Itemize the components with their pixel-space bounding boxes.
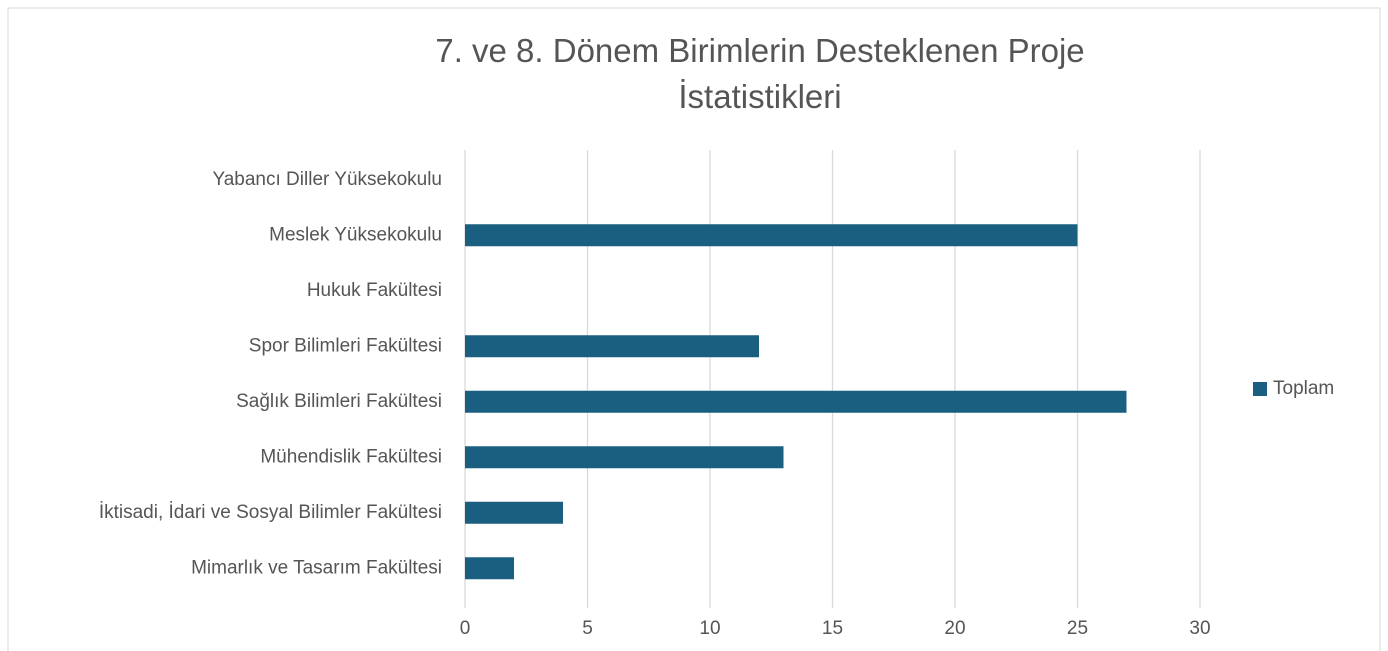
chart-border — [7, 7, 1381, 651]
x-tick-label: 5 — [582, 618, 593, 639]
y-tick-label: Spor Bilimleri Fakültesi — [249, 335, 442, 356]
chart-title: 7. ve 8. Dönem Birimlerin Desteklenen Pr… — [435, 32, 1085, 115]
bar — [465, 501, 563, 524]
y-tick-label: Meslek Yüksekokulu — [269, 224, 442, 245]
x-tick-label: 20 — [944, 618, 965, 639]
bar — [465, 224, 1078, 247]
bar — [465, 335, 759, 358]
y-tick-label: Hukuk Fakültesi — [307, 280, 442, 301]
y-tick-label: Mühendislik Fakültesi — [260, 446, 442, 467]
x-tick-label: 30 — [1189, 618, 1210, 639]
x-tick-label: 0 — [460, 618, 471, 639]
y-tick-label: Mimarlık ve Tasarım Fakültesi — [191, 557, 442, 578]
bar — [465, 390, 1127, 413]
x-tick-label: 10 — [699, 618, 720, 639]
y-tick-label: İktisadi, İdari ve Sosyal Bilimler Fakül… — [99, 502, 442, 523]
bar — [465, 557, 514, 580]
x-tick-label: 25 — [1067, 618, 1088, 639]
legend-swatch — [1253, 382, 1267, 396]
bar — [465, 446, 784, 469]
y-tick-label: Yabancı Diller Yüksekokulu — [212, 169, 442, 190]
y-tick-label: Sağlık Bilimleri Fakültesi — [236, 391, 442, 412]
x-tick-label: 15 — [822, 618, 843, 639]
legend-label: Toplam — [1273, 378, 1334, 399]
